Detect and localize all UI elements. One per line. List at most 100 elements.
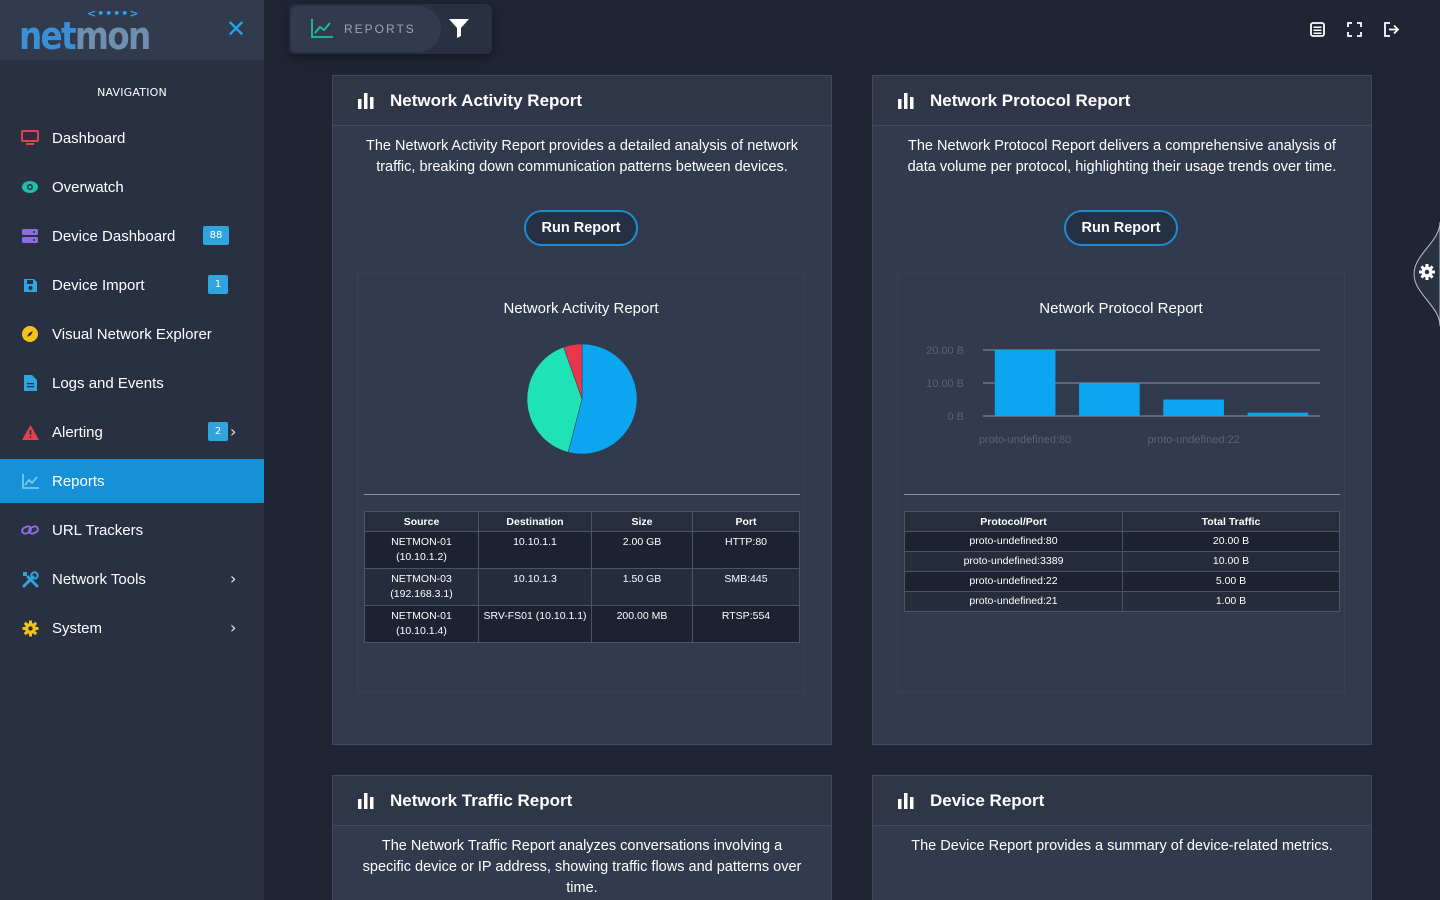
pie-slice	[563, 343, 583, 400]
device-report-card: Device Report The Device Report provides…	[872, 775, 1372, 900]
gear-icon	[21, 619, 39, 637]
sidebar-item-system[interactable]: System ›	[0, 606, 264, 650]
chevron-right-icon[interactable]: ›	[230, 422, 237, 441]
logo-text-net: net	[19, 14, 77, 58]
sidebar-item-visual-network-explorer[interactable]: Visual Network Explorer	[0, 312, 264, 356]
monitor-icon	[21, 129, 39, 147]
sidebar-item-label: Network Tools	[52, 570, 146, 588]
protocol-table: Protocol/Port Total Traffic proto-undefi…	[904, 511, 1340, 612]
table-cell: SMB:445	[692, 568, 800, 606]
run-report-button[interactable]: Run Report	[524, 210, 638, 246]
alert-count-badge: 2	[208, 422, 228, 441]
netmon-logo: <••••> netmon	[19, 7, 151, 55]
warning-icon	[21, 423, 39, 441]
chevron-right-icon[interactable]: ›	[230, 569, 237, 588]
filter-icon[interactable]	[447, 16, 471, 40]
bar-chart: 0 B 10.00 B 20.00 B proto-undefined:80 proto…	[926, 345, 1320, 446]
table-row: proto-undefined:22 5.00 B	[904, 571, 1340, 592]
reports-tab[interactable]: REPORTS	[291, 6, 441, 52]
import-count-badge: 1	[208, 275, 228, 294]
pie-slice	[526, 346, 583, 453]
card-title: Network Protocol Report	[930, 90, 1131, 110]
nav-heading: NAVIGATION	[97, 86, 167, 99]
bar	[1079, 383, 1140, 416]
sidebar-item-label: Reports	[52, 472, 105, 490]
sidebar: <••••> netmon ✕ NAVIGATION Dashboard Ove…	[0, 0, 264, 900]
network-traffic-card: Network Traffic Report The Network Traff…	[332, 775, 832, 900]
pie-slice	[567, 343, 638, 455]
sidebar-item-logs-and-events[interactable]: Logs and Events	[0, 361, 264, 405]
card-header: Network Protocol Report	[873, 76, 1371, 126]
table-cell: proto-undefined:3389	[904, 551, 1123, 572]
chart-title: Network Protocol Report	[1039, 300, 1203, 317]
bar	[1247, 412, 1309, 416]
sidebar-item-reports[interactable]: Reports	[0, 459, 264, 503]
sidebar-item-alerting[interactable]: Alerting 2 ›	[0, 410, 264, 454]
nav-list: Dashboard Overwatch Device Dashboard 88 …	[0, 116, 264, 650]
chart-line-icon	[311, 19, 333, 39]
report-panel: Network Protocol Report 0 B 10.00 B 20.00 …	[897, 273, 1345, 693]
table-cell: 1.50 GB	[591, 568, 693, 606]
table-cell: proto-undefined:21	[904, 591, 1123, 612]
link-icon	[21, 521, 39, 539]
column-header: Size	[591, 511, 693, 532]
sidebar-item-overwatch[interactable]: Overwatch	[0, 165, 264, 209]
close-sidebar-icon[interactable]: ✕	[225, 15, 247, 43]
column-header: Port	[692, 511, 800, 532]
sidebar-item-label: Logs and Events	[52, 374, 164, 392]
sidebar-item-url-trackers[interactable]: URL Trackers	[0, 508, 264, 552]
table-cell: 20.00 B	[1122, 531, 1340, 552]
sidebar-item-label: System	[52, 619, 103, 637]
table-cell: NETMON-03 (192.168.3.1)	[364, 568, 479, 606]
table-view-icon[interactable]	[1309, 21, 1326, 38]
fullscreen-icon[interactable]	[1346, 21, 1363, 38]
bar	[1163, 399, 1224, 416]
bar	[994, 350, 1056, 416]
bar-chart-icon	[898, 792, 914, 809]
run-report-button[interactable]: Run Report	[1064, 210, 1178, 246]
table-row: proto-undefined:21 1.00 B	[904, 591, 1340, 612]
logo-text: netmon	[19, 14, 151, 58]
table-cell: 5.00 B	[1122, 571, 1340, 592]
report-panel: Network Activity Report Source Destinati…	[357, 273, 805, 693]
y-tick-label: 0 B	[947, 411, 964, 423]
column-header: Protocol/Port	[904, 511, 1123, 532]
table-row: NETMON-01 (10.10.1.2) 10.10.1.1 2.00 GB …	[364, 531, 800, 569]
card-header: Network Activity Report	[333, 76, 831, 126]
table-cell: 2.00 GB	[591, 531, 693, 569]
sidebar-item-label: Alerting	[52, 423, 103, 441]
sidebar-item-label: Overwatch	[52, 178, 124, 196]
x-tick-label: proto-undefined:22	[1147, 434, 1239, 446]
bar-chart-icon	[898, 92, 914, 109]
column-header: Source	[364, 511, 479, 532]
floppy-icon	[21, 276, 39, 294]
tools-icon	[21, 570, 39, 588]
bar-chart-icon	[358, 92, 374, 109]
network-protocol-card: Network Protocol Report The Network Prot…	[872, 75, 1372, 745]
top-toolbar	[1309, 21, 1400, 38]
card-description: The Network Traffic Report analyzes conv…	[362, 838, 802, 896]
logo-text-mon: mon	[74, 14, 151, 58]
sidebar-item-device-import[interactable]: Device Import 1	[0, 263, 264, 307]
table-cell: 10.10.1.1	[478, 531, 592, 569]
table-cell: 200.00 MB	[591, 605, 693, 643]
sidebar-item-device-dashboard[interactable]: Device Dashboard 88	[0, 214, 264, 258]
sidebar-item-label: Visual Network Explorer	[52, 325, 212, 343]
compass-icon	[21, 325, 39, 343]
sidebar-item-dashboard[interactable]: Dashboard	[0, 116, 264, 160]
column-header: Total Traffic	[1122, 511, 1340, 532]
table-cell: 10.00 B	[1122, 551, 1340, 572]
server-icon	[21, 227, 39, 245]
bar-chart-icon	[358, 792, 374, 809]
table-cell: proto-undefined:80	[904, 531, 1123, 552]
sidebar-item-network-tools[interactable]: Network Tools ›	[0, 557, 264, 601]
chevron-right-icon[interactable]: ›	[230, 618, 237, 637]
table-cell: 1.00 B	[1122, 591, 1340, 612]
reports-tab-label: REPORTS	[344, 22, 416, 36]
card-description: The Network Protocol Report delivers a c…	[907, 138, 1337, 175]
card-title: Network Activity Report	[390, 90, 583, 110]
column-header: Destination	[478, 511, 592, 532]
settings-drawer-tab[interactable]	[1410, 221, 1440, 327]
table-cell: RTSP:554	[692, 605, 800, 643]
logout-icon[interactable]	[1383, 21, 1400, 38]
